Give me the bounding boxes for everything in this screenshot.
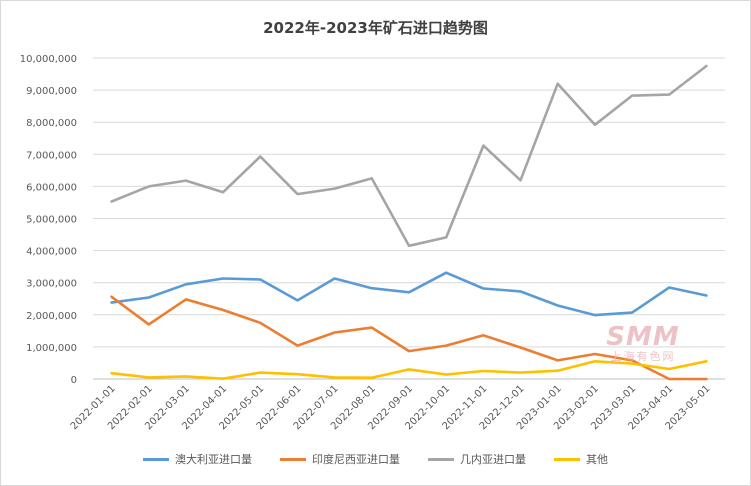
legend-label: 其他 [586,453,608,466]
legend-label: 印度尼西亚进口量 [312,453,400,466]
x-axis-tick-labels: 2022-01-012022-02-012022-03-012022-04-01… [69,383,713,432]
y-tick-label: 1,000,000 [26,343,77,354]
legend-swatch [428,457,454,461]
y-tick-label: 7,000,000 [26,150,77,161]
smm-watermark: SMM 上海有色网 [593,323,693,363]
y-tick-label: 6,000,000 [26,182,77,193]
legend-item-1: 印度尼西亚进口量 [280,451,400,467]
y-tick-label: 9,000,000 [26,86,77,97]
series-line-0 [110,271,708,317]
series-lines [110,64,708,381]
legend-label: 澳大利亚进口量 [175,453,252,466]
series-line-3 [110,359,708,381]
legend-item-3: 其他 [554,451,608,467]
legend-swatch [280,457,306,461]
legend-item-2: 几内亚进口量 [428,451,526,467]
legend-swatch [554,457,580,461]
y-axis-tick-labels: 0 1,000,000 2,000,000 3,000,000 4,000,000 5,0… [20,54,77,386]
watermark-text: 上海有色网 [610,350,676,363]
y-tick-label: 5,000,000 [26,215,77,226]
series-line-1 [110,295,708,381]
y-tick-label: 8,000,000 [26,118,77,129]
watermark-logo: SMM [606,322,680,352]
series-line-2 [110,64,708,248]
y-tick-label: 4,000,000 [26,247,77,258]
y-tick-label: 10,000,000 [20,54,77,65]
legend-item-0: 澳大利亚进口量 [143,451,252,467]
y-tick-label: 2,000,000 [26,311,77,322]
legend-label: 几内亚进口量 [460,453,526,466]
legend-swatch [143,457,169,461]
y-tick-label: 3,000,000 [26,279,77,290]
y-tick-label: 0 [71,375,77,386]
gridlines [93,57,725,380]
chart-legend: 澳大利亚进口量 印度尼西亚进口量 几内亚进口量 其他 [1,451,750,467]
chart-title: 2022年-2023年矿石进口趋势图 [263,19,488,37]
